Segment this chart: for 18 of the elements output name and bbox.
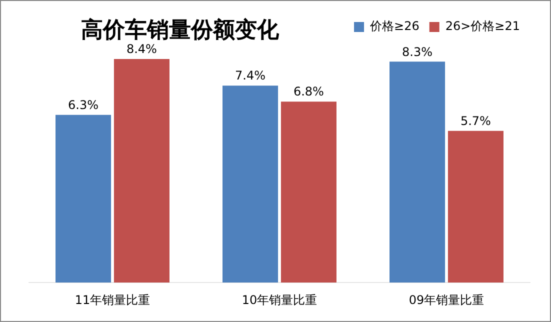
data-label: 8.3% xyxy=(402,44,433,59)
bar xyxy=(114,58,170,283)
bar xyxy=(390,62,446,283)
bar xyxy=(448,130,504,283)
bar xyxy=(56,114,112,283)
bar xyxy=(222,86,278,283)
x-tick-label: 10年销量比重 xyxy=(242,292,318,307)
x-tick-label: 11年销量比重 xyxy=(74,292,150,307)
data-label: 8.4% xyxy=(126,42,157,56)
data-label: 6.3% xyxy=(68,98,99,112)
chart-title: 高价车销量份额变化 xyxy=(81,16,279,44)
data-label: 5.7% xyxy=(460,114,491,128)
data-label: 6.8% xyxy=(293,84,324,99)
bar xyxy=(280,102,336,283)
legend-label: 价格≥26 xyxy=(369,19,420,34)
legend-label: 26>价格≥21 xyxy=(445,19,520,34)
x-tick-label: 09年销量比重 xyxy=(408,292,484,307)
data-label: 7.4% xyxy=(235,68,266,83)
